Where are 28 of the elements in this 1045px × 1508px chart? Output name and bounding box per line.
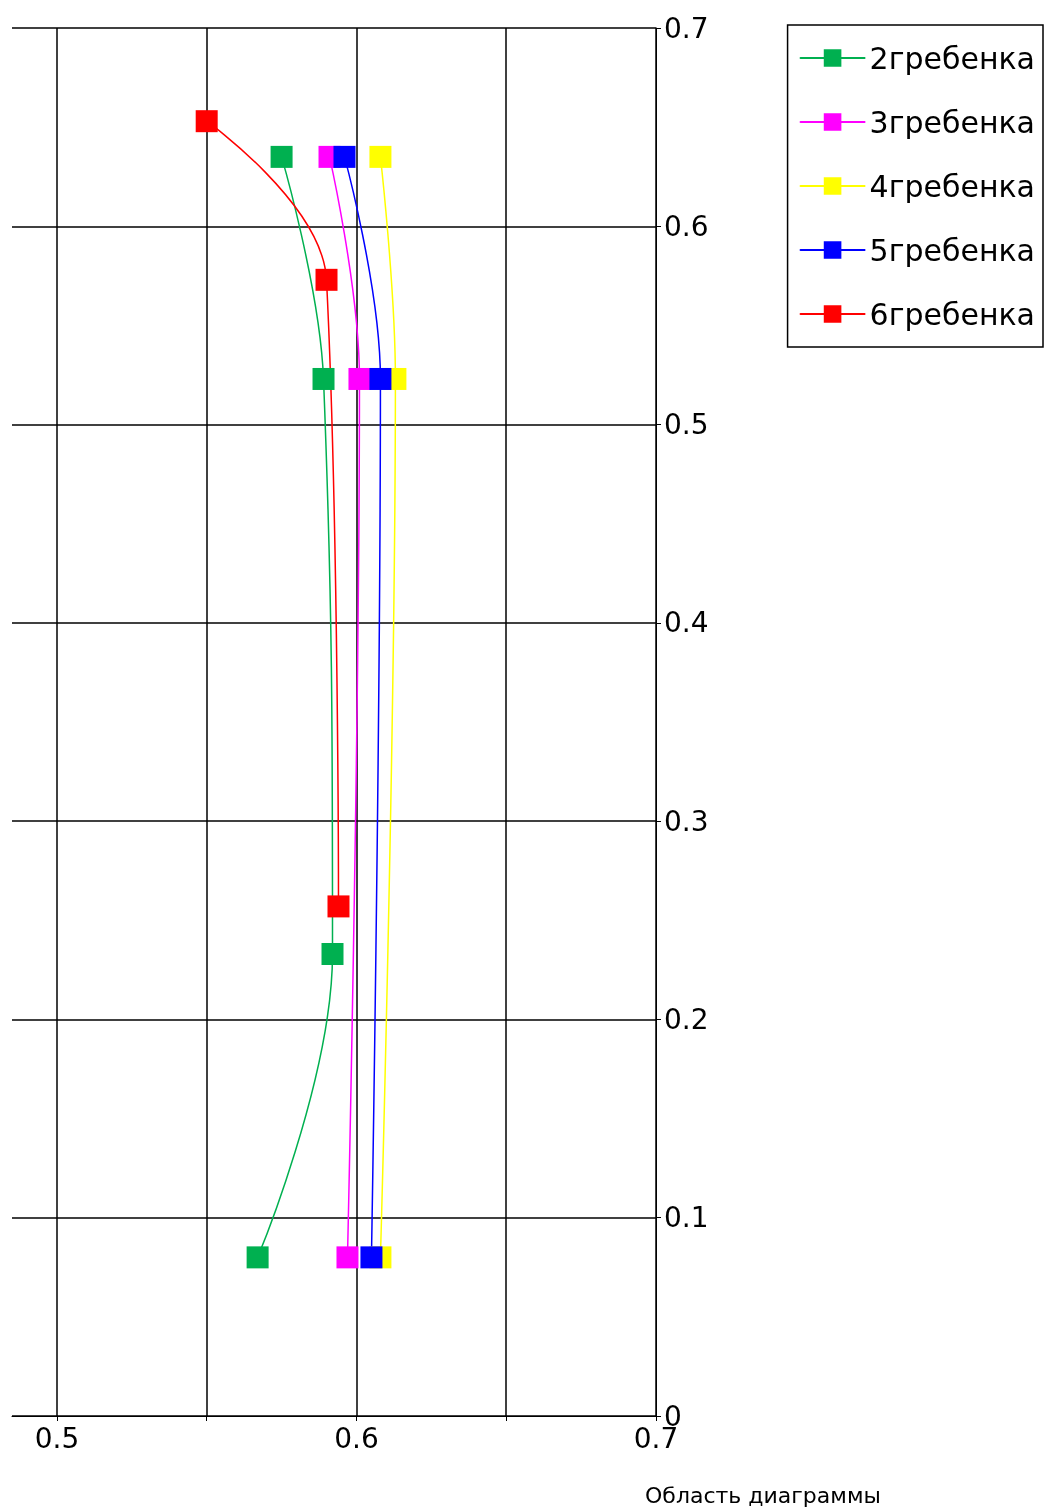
point [195,110,218,133]
legend-label: 6гребенка [869,296,1036,332]
x-tick-label: 0.5 [34,1421,80,1455]
legend-label: 2гребенка [869,40,1036,76]
y-tick-label: 0.2 [664,1002,709,1036]
y-tick-label: 0.5 [664,408,709,442]
point [348,367,371,390]
point [321,942,344,965]
point [333,145,356,168]
point [336,1246,359,1269]
y-tick-label: 0.4 [664,606,709,640]
text: Область диаграммы [645,1482,881,1508]
y-tick-label: 0.1 [664,1201,709,1235]
y-tick-label: 0.6 [664,209,709,243]
point [360,1246,383,1269]
point [246,1246,269,1269]
point [327,895,350,918]
point [315,268,338,291]
legend-label: 3гребенка [869,104,1036,140]
x-tick-label: 0.6 [334,1421,379,1455]
point [369,367,392,390]
legend-label: 4гребенка [869,168,1036,204]
legend-label: 5гребенка [869,232,1036,268]
point [270,145,293,168]
y-tick-label: 0.7 [664,11,709,45]
y-tick-label: 0.3 [664,804,709,838]
point [369,145,392,168]
point [312,367,335,390]
